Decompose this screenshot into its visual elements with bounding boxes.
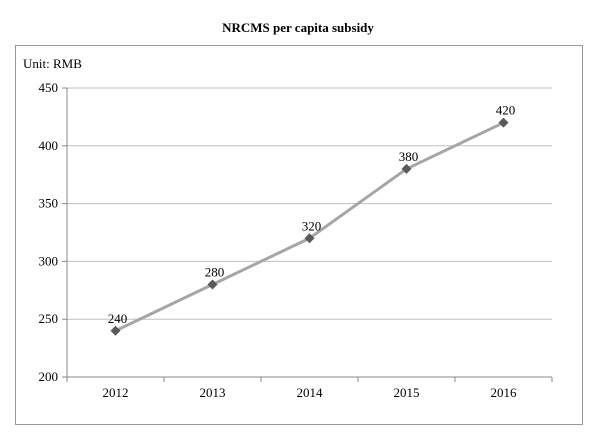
data-point-2016 <box>498 117 509 128</box>
series <box>110 117 509 336</box>
y-tick-labels: 200 250 300 350 400 450 <box>39 80 59 384</box>
gridlines <box>67 87 552 320</box>
data-point-2015 <box>401 163 412 174</box>
x-tick-label: 2014 <box>297 385 324 400</box>
x-tick-labels: 2012 2013 2014 2015 2016 <box>103 385 518 400</box>
data-point-2012 <box>110 325 121 336</box>
x-tick-label: 2016 <box>491 385 518 400</box>
data-point-2013 <box>207 279 218 290</box>
unit-label: Unit: RMB <box>23 56 82 71</box>
data-label: 380 <box>399 149 419 164</box>
chart-title: NRCMS per capita subsidy <box>222 20 374 35</box>
y-tick-label: 250 <box>39 311 59 326</box>
x-tick-label: 2012 <box>103 385 129 400</box>
data-label: 420 <box>496 103 516 118</box>
y-tick-label: 350 <box>39 196 59 211</box>
axes <box>62 87 553 382</box>
y-tick-label: 450 <box>39 80 59 95</box>
y-tick-label: 400 <box>39 138 59 153</box>
data-label: 240 <box>108 311 128 326</box>
y-tick-label: 200 <box>39 369 59 384</box>
chart-frame <box>15 45 583 425</box>
x-tick-label: 2013 <box>200 385 226 400</box>
data-label: 320 <box>302 218 322 233</box>
data-label: 280 <box>205 265 225 280</box>
data-point-2014 <box>304 233 315 244</box>
y-tick-label: 300 <box>39 253 59 268</box>
data-labels: 240 280 320 380 420 <box>108 103 516 326</box>
x-tick-label: 2015 <box>394 385 420 400</box>
